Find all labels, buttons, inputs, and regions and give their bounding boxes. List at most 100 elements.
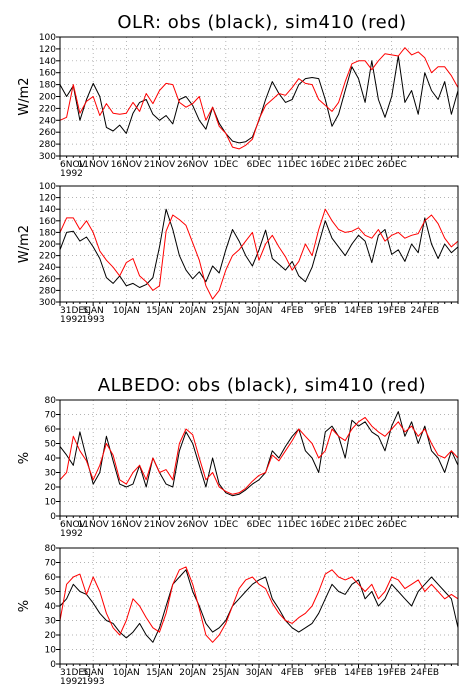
x-tick-label: 11NOV	[78, 160, 110, 170]
y-tick-label: 120	[39, 194, 56, 204]
x-tick-year-label: 1992	[60, 529, 83, 539]
x-tick-label: 26NOV	[177, 520, 209, 530]
x-tick-label: 24FEB	[411, 306, 440, 316]
y-axis-label: W/m2	[17, 77, 32, 115]
series-line-obs	[59, 411, 459, 497]
x-tick-label: 25JAN	[212, 668, 239, 678]
x-tick-label: 31DEC	[60, 668, 90, 678]
grid	[60, 37, 458, 156]
x-tick-label: 11DEC	[277, 160, 307, 170]
series-line-obs	[59, 569, 459, 643]
x-tick-label: 30JAN	[246, 306, 273, 316]
x-tick-label: 6NOV	[60, 160, 86, 170]
series-line-sim410	[59, 416, 459, 495]
x-tick-label: 16DEC	[310, 160, 340, 170]
y-tick-label: 180	[39, 81, 56, 91]
x-tick-year-label: 1992	[60, 315, 83, 325]
y-tick-label: 300	[39, 152, 56, 162]
y-tick-label: 260	[39, 128, 56, 138]
y-tick-label: 160	[39, 69, 56, 79]
x-tick-label: 1DEC	[214, 160, 239, 170]
x-tick-label: 10JAN	[113, 668, 140, 678]
y-tick-label: 220	[39, 104, 56, 114]
x-tick-year-label: 1993	[82, 315, 105, 325]
y-axis-label: %	[17, 600, 32, 612]
grid	[60, 548, 458, 664]
plot-frame	[59, 185, 459, 303]
y-tick-label: 20	[45, 631, 57, 641]
series-line-sim410	[59, 47, 459, 150]
y-tick-label: 10	[45, 498, 57, 508]
y-tick-label: 140	[39, 205, 56, 215]
x-tick-year-label: 1992	[60, 169, 83, 179]
y-tick-label: 280	[39, 140, 56, 150]
y-axis-label: %	[17, 452, 32, 464]
x-tick-label: 10JAN	[113, 306, 140, 316]
y-tick-label: 200	[39, 93, 56, 103]
x-tick-label: 14FEB	[344, 306, 373, 316]
series-line-obs	[59, 208, 459, 288]
x-tick-label: 30JAN	[246, 668, 273, 678]
x-tick-label: 4FEB	[281, 668, 304, 678]
y-tick-label: 100	[39, 182, 56, 192]
x-tick-label: 26DEC	[376, 160, 406, 170]
x-tick-label: 6DEC	[247, 520, 272, 530]
y-tick-label: 300	[39, 298, 56, 308]
y-tick-label: 30	[45, 617, 57, 627]
y-tick-label: 0	[50, 512, 56, 522]
y-tick-label: 100	[39, 33, 56, 43]
grid	[60, 186, 458, 302]
x-tick-label: 4FEB	[281, 306, 304, 316]
x-tick-label: 19FEB	[377, 668, 406, 678]
x-tick-label: 6NOV	[60, 520, 86, 530]
x-tick-year-label: 1993	[82, 677, 105, 687]
x-tick-label: 21DEC	[343, 160, 373, 170]
x-tick-label: 15JAN	[146, 668, 173, 678]
series-line-sim410	[59, 566, 459, 643]
y-tick-label: 30	[45, 469, 57, 479]
y-tick-label: 50	[45, 440, 57, 450]
y-tick-label: 160	[39, 217, 56, 227]
x-tick-label: 21NOV	[144, 520, 176, 530]
x-tick-label: 31DEC	[60, 306, 90, 316]
y-tick-label: 80	[45, 396, 57, 406]
olr-chart-title: OLR: obs (black), sim410 (red)	[117, 12, 406, 33]
x-tick-label: 26DEC	[376, 520, 406, 530]
y-tick-label: 140	[39, 57, 56, 67]
y-tick-label: 280	[39, 286, 56, 296]
x-tick-label: 11DEC	[277, 520, 307, 530]
y-tick-label: 220	[39, 252, 56, 262]
x-tick-label: 5JAN	[83, 668, 104, 678]
x-tick-label: 6DEC	[247, 160, 272, 170]
x-tick-label: 14FEB	[344, 668, 373, 678]
x-tick-label: 5JAN	[83, 306, 104, 316]
olr-panel-jan-feb: 10012014016018020022024026028030031DEC19…	[17, 182, 459, 325]
albedo-chart-title: ALBEDO: obs (black), sim410 (red)	[98, 375, 426, 396]
x-tick-label: 11NOV	[78, 520, 110, 530]
x-tick-label: 16NOV	[111, 520, 143, 530]
y-tick-label: 120	[39, 45, 56, 55]
y-tick-label: 40	[45, 454, 57, 464]
x-tick-label: 9FEB	[314, 668, 337, 678]
y-tick-label: 0	[50, 660, 56, 670]
x-tick-label: 16DEC	[310, 520, 340, 530]
y-tick-label: 20	[45, 483, 57, 493]
plot-frame	[59, 36, 459, 157]
y-tick-label: 260	[39, 275, 56, 285]
x-tick-label: 26NOV	[177, 160, 209, 170]
series-line-sim410	[59, 208, 459, 300]
y-tick-label: 70	[45, 411, 57, 421]
y-tick-label: 10	[45, 646, 57, 656]
y-tick-label: 40	[45, 602, 57, 612]
y-tick-label: 180	[39, 228, 56, 238]
y-tick-label: 80	[45, 544, 57, 554]
x-tick-label: 21DEC	[343, 520, 373, 530]
y-tick-label: 70	[45, 559, 57, 569]
y-tick-label: 240	[39, 116, 56, 126]
x-tick-label: 19FEB	[377, 306, 406, 316]
x-tick-label: 16NOV	[111, 160, 143, 170]
